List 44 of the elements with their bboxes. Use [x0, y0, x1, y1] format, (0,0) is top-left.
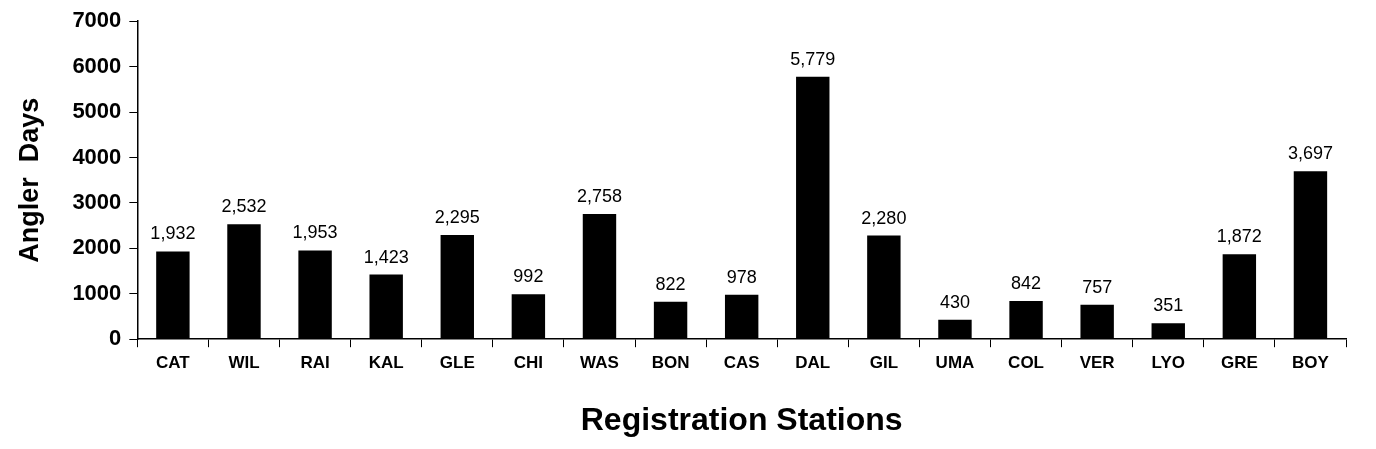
data-label: 1,932 [150, 223, 196, 244]
y-tick-label: 2000 [72, 234, 122, 260]
x-tick-label: GIL [869, 353, 899, 373]
y-tick-label: 6000 [72, 52, 122, 78]
data-label: 2,280 [861, 207, 907, 228]
x-tick-label: GLE [439, 353, 475, 373]
data-label: 757 [1082, 276, 1113, 297]
data-label: 1,872 [1216, 226, 1262, 247]
y-tick-label: 5000 [72, 98, 122, 124]
data-label: 822 [655, 273, 686, 294]
data-label: 1,953 [292, 222, 338, 243]
data-label: 5,779 [790, 48, 836, 69]
x-tick-label: BOY [1292, 353, 1330, 373]
x-tick-label: CHI [513, 353, 544, 373]
data-label: 351 [1153, 295, 1184, 316]
data-label: 430 [939, 291, 970, 312]
x-tick-label: WIL [228, 353, 260, 373]
x-axis-title: Registration Stations [580, 400, 903, 437]
x-tick-label: COL [1008, 353, 1045, 373]
data-label: 842 [1011, 272, 1042, 293]
x-tick-label: GRE [1220, 353, 1258, 373]
data-label: 978 [726, 266, 757, 287]
data-label: 2,758 [576, 185, 622, 206]
y-tick-label: 3000 [72, 188, 122, 214]
data-label: 1,423 [363, 246, 409, 267]
x-tick-label: RAI [300, 353, 330, 373]
x-tick-label: BON [651, 353, 690, 373]
x-tick-label: UMA [935, 353, 975, 373]
data-label: 2,295 [434, 206, 480, 227]
x-tick-label: WAS [580, 353, 619, 373]
y-tick-label: 7000 [72, 7, 122, 33]
x-tick-label: CAT [156, 353, 191, 373]
x-tick-label: LYO [1151, 353, 1185, 373]
x-tick-label: DAL [795, 353, 831, 373]
y-tick-label: 1000 [72, 279, 122, 305]
y-tick-label: 0 [109, 325, 122, 351]
data-label: 992 [513, 266, 544, 287]
x-tick-label: KAL [368, 353, 404, 373]
data-label: 2,532 [221, 196, 267, 217]
y-axis-title: Angler Days [13, 97, 44, 263]
x-tick-label: CAS [723, 353, 760, 373]
data-label: 3,697 [1287, 143, 1333, 164]
x-tick-label: VER [1079, 353, 1115, 373]
y-tick-label: 4000 [72, 143, 122, 169]
